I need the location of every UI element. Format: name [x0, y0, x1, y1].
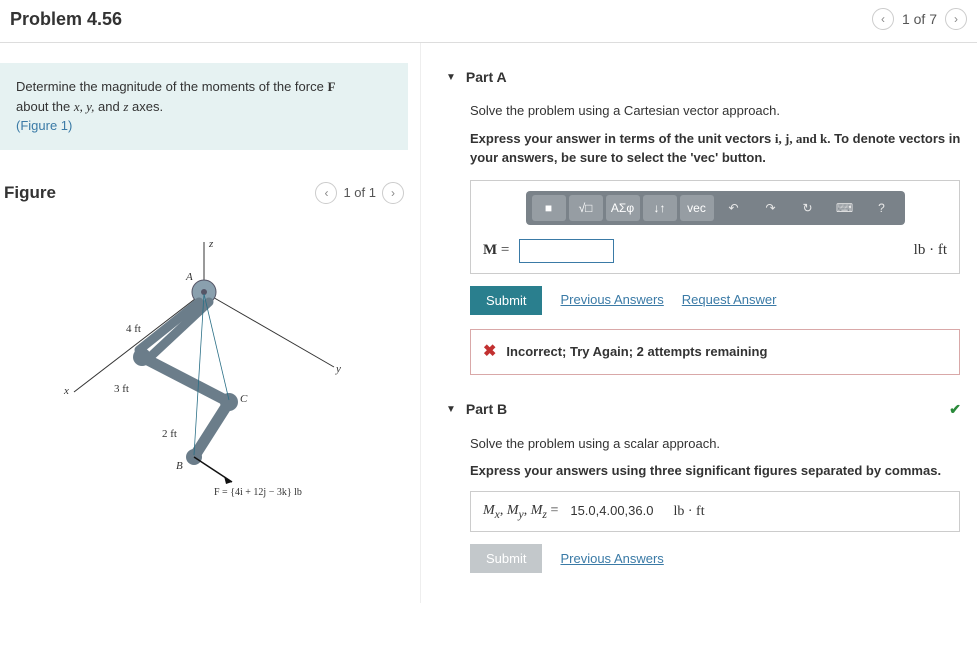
problem-statement: Determine the magnitude of the moments o…	[0, 63, 408, 150]
problem-nav: ‹ 1 of 7 ›	[872, 8, 967, 30]
vars-xy: x, y,	[74, 99, 95, 114]
incorrect-icon: ✖	[483, 340, 496, 364]
greek-button[interactable]: ΑΣφ	[606, 195, 640, 221]
part-b-header[interactable]: ▼ Part B ✔	[446, 395, 967, 424]
parta-instruction-1: Solve the problem using a Cartesian vect…	[470, 101, 967, 121]
submit-button-b: Submit	[470, 544, 542, 573]
answer-lhs-b: Mx, My, Mz =	[483, 500, 558, 523]
prev-problem-button[interactable]: ‹	[872, 8, 894, 30]
equation-toolbar: ■ √□ ΑΣφ ↓↑ vec ↶ ↷ ↻ ⌨ ?	[526, 191, 905, 225]
answer-box-a: ■ √□ ΑΣφ ↓↑ vec ↶ ↷ ↻ ⌨ ? M = lb · ft	[470, 180, 960, 274]
keyboard-button[interactable]: ⌨	[828, 195, 862, 221]
request-answer-link[interactable]: Request Answer	[682, 290, 777, 310]
caret-down-icon: ▼	[446, 72, 456, 83]
previous-answers-link-a[interactable]: Previous Answers	[560, 290, 663, 310]
next-problem-button[interactable]: ›	[945, 8, 967, 30]
point-B-label: B	[176, 460, 183, 472]
answer-value-b: 15.0,4.00,36.0	[570, 501, 653, 521]
part-a-header[interactable]: ▼ Part A	[446, 63, 967, 91]
intro-text-2: about the	[16, 99, 74, 114]
subscript-button[interactable]: ↓↑	[643, 195, 677, 221]
force-label: F = {4i + 12j − 3k} lb	[214, 487, 302, 498]
part-b-title: Part B	[466, 401, 507, 417]
figure-link[interactable]: (Figure 1)	[16, 118, 72, 133]
feedback-box: ✖ Incorrect; Try Again; 2 attempts remai…	[470, 329, 960, 375]
figure-count: 1 of 1	[343, 185, 376, 200]
figure-nav: ‹ 1 of 1 ›	[315, 182, 404, 204]
answer-units-b: lb · ft	[673, 501, 704, 522]
page-title: Problem 4.56	[10, 9, 122, 30]
axis-x-label: x	[63, 385, 69, 397]
reset-button[interactable]: ↻	[791, 195, 825, 221]
figure-heading: Figure	[4, 183, 56, 203]
partb-instruction-2: Express your answers using three signifi…	[470, 463, 941, 478]
check-icon: ✔	[949, 401, 961, 418]
figure-diagram: z y x A 4 ft 3 ft C	[0, 212, 408, 522]
undo-button[interactable]: ↶	[717, 195, 751, 221]
part-a-title: Part A	[466, 69, 507, 85]
submit-button-a[interactable]: Submit	[470, 286, 542, 315]
dim-2ft-label: 2 ft	[162, 428, 177, 440]
answer-lhs-a: M =	[483, 239, 509, 262]
partb-instruction-1: Solve the problem using a scalar approac…	[470, 434, 967, 454]
root-button[interactable]: √□	[569, 195, 603, 221]
axis-y-label: y	[335, 363, 341, 375]
dim-3ft-label: 3 ft	[114, 383, 129, 395]
help-button[interactable]: ?	[865, 195, 899, 221]
problem-count: 1 of 7	[902, 11, 937, 27]
figure-next-button[interactable]: ›	[382, 182, 404, 204]
force-symbol: F	[327, 79, 335, 94]
parta-instruction-2a: Express your answer in terms of the unit…	[470, 131, 775, 146]
intro-and: and	[94, 99, 123, 114]
answer-units-a: lb · ft	[914, 239, 947, 262]
dim-4ft-label: 4 ft	[126, 323, 141, 335]
figure-prev-button[interactable]: ‹	[315, 182, 337, 204]
unit-vectors-label: i, j, and k.	[775, 131, 831, 146]
caret-down-icon: ▼	[446, 404, 456, 415]
point-A-label: A	[185, 271, 193, 283]
answer-input-a[interactable]	[519, 239, 614, 263]
answer-box-b: Mx, My, Mz = 15.0,4.00,36.0 lb · ft	[470, 491, 960, 532]
intro-axes: axes.	[128, 99, 163, 114]
axis-z-label: z	[208, 238, 214, 250]
previous-answers-link-b[interactable]: Previous Answers	[560, 549, 663, 569]
feedback-message: Incorrect; Try Again; 2 attempts remaini…	[506, 342, 767, 362]
redo-button[interactable]: ↷	[754, 195, 788, 221]
vec-button[interactable]: vec	[680, 195, 714, 221]
template-button[interactable]: ■	[532, 195, 566, 221]
point-C-label: C	[240, 393, 248, 405]
intro-text-1: Determine the magnitude of the moments o…	[16, 79, 327, 94]
